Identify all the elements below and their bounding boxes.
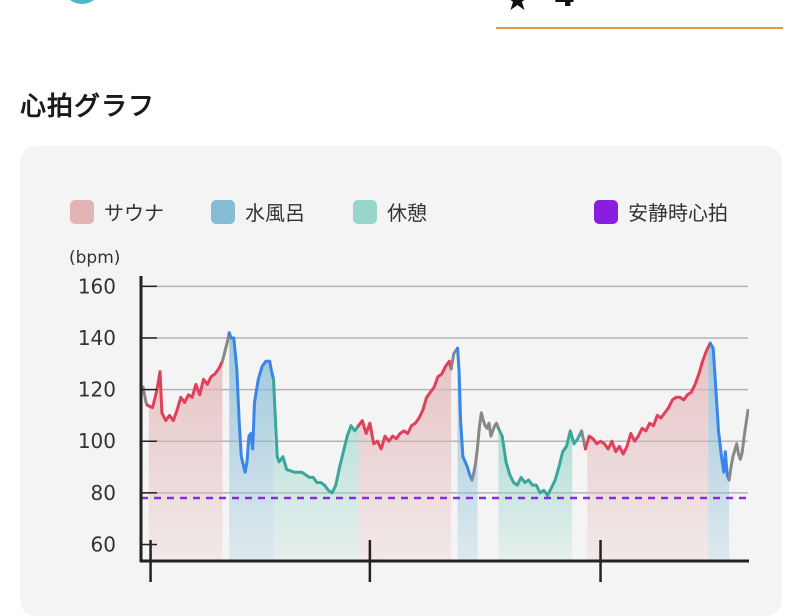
section-title: 心拍グラフ	[20, 92, 156, 122]
y-tick-label-140: 140	[78, 326, 116, 350]
y-axis-unit: (bpm)	[69, 248, 120, 268]
legend-label-sauna: サウナ	[104, 201, 164, 225]
hr-line-rest-9	[496, 426, 584, 497]
hr-line-other-2	[220, 331, 231, 363]
legend-item-rest: 休憩	[353, 197, 427, 226]
star-icon[interactable]: ★	[504, 0, 531, 18]
hr-line-rest-4	[272, 377, 360, 495]
hr-line-sauna-11	[583, 341, 712, 456]
hr-line-sauna-1	[145, 359, 224, 423]
legend-label-cold-bath: 水風呂	[245, 201, 305, 225]
legend-label-rest: 休憩	[387, 201, 427, 225]
y-tick-layer: 60 80 100 120 140 160	[78, 274, 157, 557]
sauna-swatch	[70, 199, 94, 224]
line-layer	[141, 331, 749, 497]
cold-bath-swatch	[211, 199, 235, 224]
band-cold-7	[708, 343, 730, 560]
y-tick-label-120: 120	[78, 378, 116, 402]
active-tab-underline	[496, 27, 783, 29]
legend-item-sauna: サウナ	[70, 197, 164, 226]
sauna-icon[interactable]	[62, 0, 102, 4]
rest-swatch	[353, 199, 377, 224]
band-sauna-3	[358, 361, 452, 560]
hr-line-sauna-5	[357, 359, 453, 451]
legend-label-resting-hr: 安静時心拍	[628, 201, 728, 225]
band-cold-4	[457, 348, 478, 560]
star-count: 4	[554, 0, 575, 12]
legend-item-resting-hr: 安静時心拍	[594, 197, 728, 226]
hr-line-other-8	[470, 411, 500, 482]
hr-line-other-13	[727, 408, 749, 482]
hr-line-cold-7	[456, 346, 474, 482]
resting-hr-swatch	[594, 199, 618, 224]
y-tick-label-160: 160	[78, 274, 116, 298]
band-sauna-6	[587, 347, 709, 560]
band-rest-2	[273, 379, 359, 560]
band-rest-5	[498, 428, 573, 560]
band-sauna-0	[148, 361, 223, 560]
hr-line-cold-12	[708, 341, 731, 482]
legend-item-cold-bath: 水風呂	[211, 197, 305, 226]
hr-line-cold-3	[227, 331, 275, 474]
y-tick-label-100: 100	[78, 429, 116, 453]
heart-rate-chart: (bpm) 60 80 100 120 140 160	[69, 248, 749, 582]
y-tick-label-60: 60	[91, 533, 116, 557]
axis-layer	[139, 276, 749, 582]
y-tick-label-80: 80	[91, 481, 116, 505]
